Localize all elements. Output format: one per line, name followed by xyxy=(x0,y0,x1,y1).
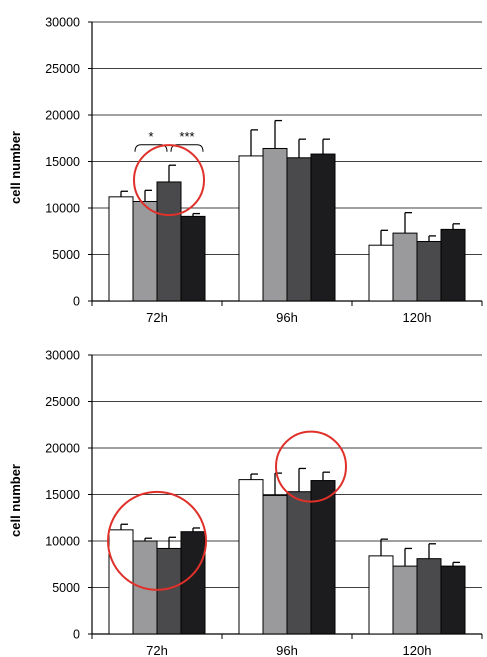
bar xyxy=(132,200,158,302)
bar xyxy=(262,494,288,635)
significance-bracket xyxy=(170,144,204,152)
y-tick-label: 10000 xyxy=(45,202,80,216)
y-tick-label: 0 xyxy=(73,295,80,309)
bar xyxy=(310,480,336,635)
x-tick-label: 72h xyxy=(146,310,168,325)
bar xyxy=(156,547,182,635)
y-tick-label: 25000 xyxy=(45,395,80,409)
highlight-circle xyxy=(107,490,207,591)
x-tick-label: 72h xyxy=(146,643,168,657)
bar xyxy=(392,232,418,302)
bar xyxy=(416,240,442,302)
y-axis-label: cell number xyxy=(8,131,23,204)
chart-bottom: 0 5000 10000 15000 20000 25000 30000 cell numbe… xyxy=(8,349,483,657)
y-tick-label: 15000 xyxy=(45,488,80,502)
bar xyxy=(262,147,288,302)
x-tick-label: 120h xyxy=(403,310,432,325)
y-tick-label: 30000 xyxy=(45,349,80,363)
bar xyxy=(368,244,394,302)
y-tick-label: 30000 xyxy=(45,16,80,30)
y-tick-label: 5000 xyxy=(52,248,80,262)
highlight-circle xyxy=(275,430,347,503)
y-axis-label: cell number xyxy=(8,464,23,537)
significance-label: * xyxy=(148,129,153,144)
y-tick-label: 20000 xyxy=(45,442,80,456)
bar xyxy=(392,565,418,635)
highlight-circle xyxy=(133,144,205,217)
bar xyxy=(286,491,312,635)
bar xyxy=(440,228,466,302)
y-tick-label: 5000 xyxy=(52,581,80,595)
bar xyxy=(368,555,394,635)
significance-label: *** xyxy=(179,129,194,144)
y-tick-label: 20000 xyxy=(45,109,80,123)
bar xyxy=(180,531,206,635)
bar xyxy=(416,558,442,635)
y-tick-label: 10000 xyxy=(45,535,80,549)
x-tick-label: 120h xyxy=(403,643,432,657)
bar xyxy=(238,155,264,302)
bar xyxy=(108,196,134,302)
x-tick-label: 96h xyxy=(276,643,298,657)
y-tick-label: 25000 xyxy=(45,62,80,76)
significance-bracket xyxy=(134,144,168,152)
chart-top: 0 5000 10000 15000 20000 25000 30000 cell numbe… xyxy=(8,16,483,325)
bar xyxy=(440,565,466,635)
bar xyxy=(238,479,264,635)
x-tick-label: 96h xyxy=(276,310,298,325)
y-tick-label: 0 xyxy=(73,628,80,642)
y-tick-label: 15000 xyxy=(45,155,80,169)
bar xyxy=(156,181,182,302)
bar xyxy=(286,157,312,302)
bar xyxy=(310,153,336,302)
bar xyxy=(180,215,206,302)
